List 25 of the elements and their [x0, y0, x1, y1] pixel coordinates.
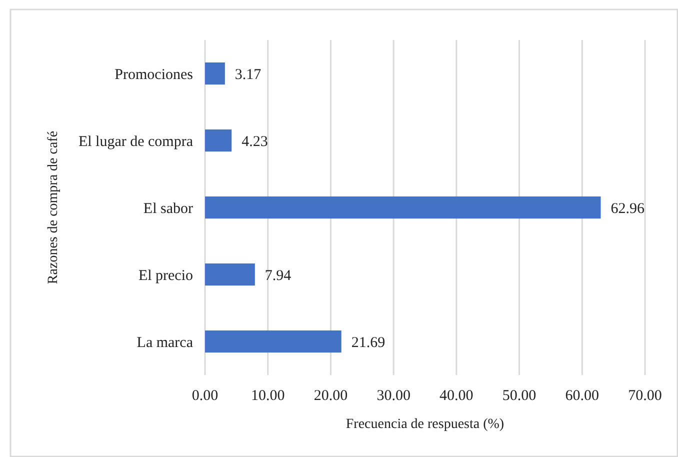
x-tick-label: 10.00 [250, 388, 285, 404]
bar [205, 196, 601, 219]
x-tick-label: 40.00 [440, 388, 474, 404]
bar [205, 263, 255, 286]
x-tick-label: 20.00 [314, 388, 348, 404]
bar [205, 129, 232, 152]
y-tick-label: El lugar de compra [78, 134, 194, 150]
bar [205, 62, 225, 85]
y-axis-title: Razones de compra de café [46, 130, 61, 284]
data-label: 4.23 [242, 134, 268, 150]
data-label: 3.17 [234, 66, 262, 83]
x-tick-label: 60.00 [565, 388, 600, 404]
y-tick-label: La marca [136, 334, 194, 351]
bar [205, 330, 342, 353]
y-tick-label: El precio [138, 268, 193, 284]
y-tick-label: Promociones [114, 66, 194, 83]
x-tick-label: 0.00 [192, 388, 218, 404]
x-tick-label: 70.00 [628, 388, 662, 404]
y-tick-label: El sabor [143, 200, 193, 217]
data-label: 7.94 [264, 268, 292, 284]
x-axis-title: Frecuencia de respuesta (%) [346, 417, 504, 432]
x-tick-label: 30.00 [376, 388, 410, 404]
x-tick-label: 50.00 [502, 388, 536, 404]
data-label: 62.96 [610, 200, 645, 217]
data-label: 21.69 [351, 334, 386, 351]
